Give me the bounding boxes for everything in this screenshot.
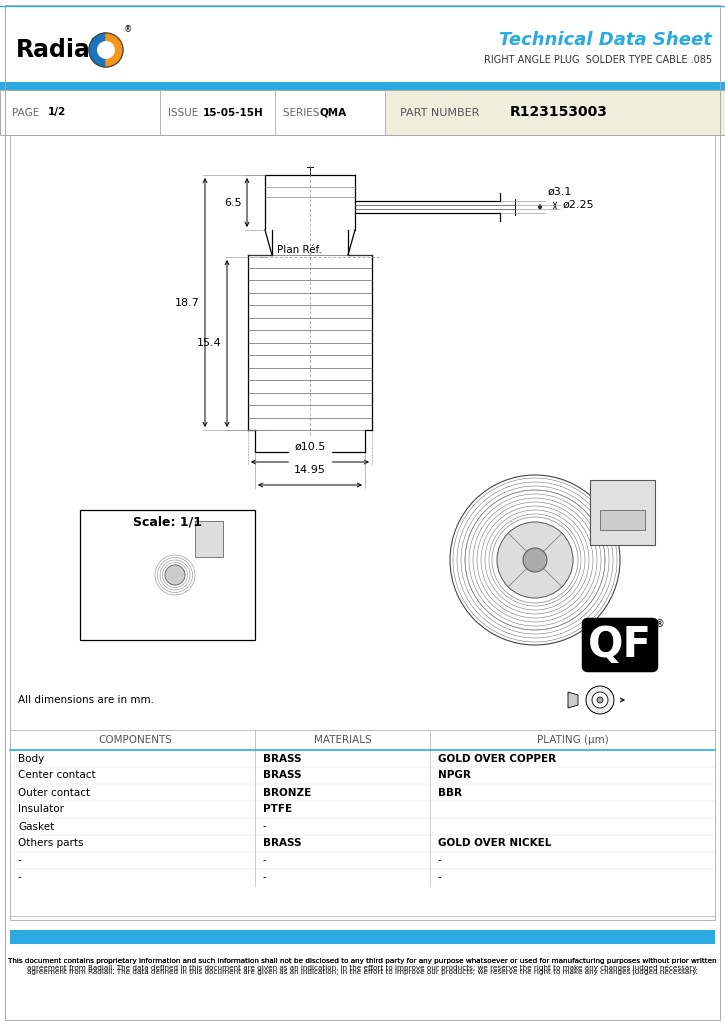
Text: -: - (18, 855, 22, 865)
Bar (0, 0, 725, 88)
Text: Others parts: Others parts (18, 839, 83, 849)
Circle shape (497, 522, 573, 598)
Text: ®: ® (655, 618, 665, 629)
Polygon shape (568, 692, 578, 708)
Text: BRASS: BRASS (263, 770, 302, 780)
Text: BBR: BBR (438, 787, 462, 798)
Text: BRONZE: BRONZE (263, 787, 311, 798)
Text: RIGHT ANGLE PLUG  SOLDER TYPE CABLE .085: RIGHT ANGLE PLUG SOLDER TYPE CABLE .085 (484, 55, 712, 65)
Text: -: - (263, 855, 267, 865)
Circle shape (592, 692, 608, 708)
Text: 18.7: 18.7 (175, 298, 200, 307)
Circle shape (97, 41, 115, 59)
Text: ISSUE: ISSUE (168, 108, 202, 118)
Bar (385, 90, 725, 135)
Text: All dimensions are in mm.: All dimensions are in mm. (18, 695, 154, 705)
Text: Technical Data Sheet: Technical Data Sheet (499, 31, 712, 49)
Text: QF: QF (588, 624, 652, 666)
Bar (590, 480, 655, 545)
Text: -: - (18, 872, 22, 883)
Text: -: - (438, 855, 442, 865)
Bar (10, 730, 715, 916)
Bar (0, 90, 725, 135)
Text: 15-05-15H: 15-05-15H (203, 108, 264, 118)
Text: 14.95: 14.95 (294, 465, 326, 475)
Text: MATERIALS: MATERIALS (314, 735, 371, 745)
Text: QMA: QMA (320, 108, 347, 118)
Text: Center contact: Center contact (18, 770, 96, 780)
Bar (10, 930, 715, 944)
Text: 6.5: 6.5 (224, 198, 242, 208)
Text: This document contains proprietary information and such information shall not be: This document contains proprietary infor… (8, 958, 716, 971)
Text: Radiall: Radiall (16, 38, 107, 62)
Text: Body: Body (18, 754, 44, 764)
Text: This document contains proprietary information and such information shall not be: This document contains proprietary infor… (8, 958, 716, 964)
Text: Outer contact: Outer contact (18, 787, 90, 798)
Text: PAGE: PAGE (12, 108, 43, 118)
Bar (10, 135, 715, 920)
Text: 15.4: 15.4 (197, 339, 222, 348)
Bar (600, 510, 645, 530)
Bar (0, 90, 725, 135)
Text: BRASS: BRASS (263, 839, 302, 849)
Text: ø3.1: ø3.1 (548, 187, 572, 197)
Text: BRASS: BRASS (263, 754, 302, 764)
Text: NPGR: NPGR (438, 770, 471, 780)
Polygon shape (106, 33, 123, 67)
Circle shape (165, 565, 185, 585)
Circle shape (597, 697, 603, 703)
Text: ®: ® (124, 25, 132, 34)
Bar (0, 82, 725, 90)
Text: COMPONENTS: COMPONENTS (98, 735, 172, 745)
Polygon shape (89, 33, 106, 67)
Text: QF: QF (588, 624, 652, 666)
Text: Scale: 1/1: Scale: 1/1 (133, 515, 202, 528)
Text: R123153003: R123153003 (510, 105, 608, 120)
Text: ø10.5: ø10.5 (294, 442, 326, 452)
Text: SERIES: SERIES (283, 108, 323, 118)
Bar (80, 510, 255, 640)
Text: PLATING (µm): PLATING (µm) (536, 735, 608, 745)
Text: agreement from Radiall. The data defined in this document are given as an indica: agreement from Radiall. The data defined… (27, 969, 697, 975)
Text: GOLD OVER NICKEL: GOLD OVER NICKEL (438, 839, 552, 849)
Circle shape (523, 548, 547, 572)
Text: GOLD OVER COPPER: GOLD OVER COPPER (438, 754, 556, 764)
Text: Gasket: Gasket (18, 821, 54, 831)
Text: Plan Réf.: Plan Réf. (277, 245, 322, 255)
Text: Insulator: Insulator (18, 805, 64, 814)
Text: PTFE: PTFE (263, 805, 292, 814)
Text: 1/2: 1/2 (48, 108, 66, 118)
Bar (195, 521, 223, 557)
Circle shape (586, 686, 614, 714)
Text: -: - (263, 821, 267, 831)
Text: PART NUMBER: PART NUMBER (400, 108, 479, 118)
Text: ø2.25: ø2.25 (563, 200, 594, 210)
Text: -: - (438, 872, 442, 883)
Text: -: - (263, 872, 267, 883)
